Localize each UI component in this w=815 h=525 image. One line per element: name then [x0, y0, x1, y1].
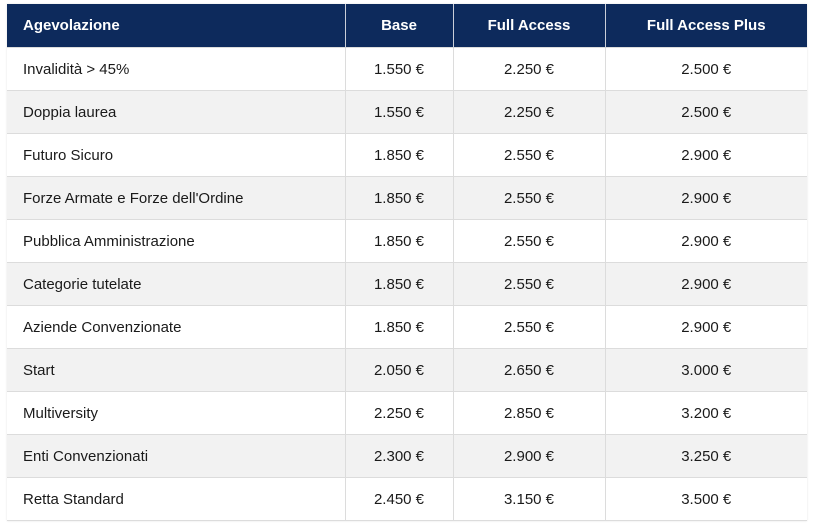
cell-full-access-plus: 3.200 € — [605, 391, 807, 435]
price-table: Agevolazione Base Full Access Full Acces… — [7, 4, 807, 521]
cell-agevolazione: Retta Standard — [7, 477, 346, 521]
cell-full-access-plus: 3.250 € — [605, 434, 807, 478]
cell-base: 1.850 € — [345, 305, 454, 349]
cell-full-access: 2.850 € — [453, 391, 606, 435]
cell-full-access: 2.650 € — [453, 348, 606, 392]
cell-base: 2.050 € — [345, 348, 454, 392]
cell-full-access-plus: 2.900 € — [605, 133, 807, 177]
cell-agevolazione: Pubblica Amministrazione — [7, 219, 346, 263]
cell-agevolazione: Futuro Sicuro — [7, 133, 346, 177]
cell-full-access-plus: 3.500 € — [605, 477, 807, 521]
header-full-access: Full Access — [453, 4, 606, 48]
cell-agevolazione: Doppia laurea — [7, 90, 346, 134]
cell-agevolazione: Categorie tutelate — [7, 262, 346, 306]
cell-full-access-plus: 2.500 € — [605, 90, 807, 134]
table-row: Pubblica Amministrazione 1.850 € 2.550 €… — [7, 219, 807, 263]
cell-full-access: 2.250 € — [453, 47, 606, 91]
cell-base: 1.850 € — [345, 262, 454, 306]
header-base: Base — [345, 4, 454, 48]
header-agevolazione: Agevolazione — [7, 4, 346, 48]
table-body: Invalidità > 45% 1.550 € 2.250 € 2.500 €… — [7, 47, 807, 521]
cell-full-access: 2.250 € — [453, 90, 606, 134]
cell-agevolazione: Aziende Convenzionate — [7, 305, 346, 349]
cell-agevolazione: Invalidità > 45% — [7, 47, 346, 91]
table-row: Futuro Sicuro 1.850 € 2.550 € 2.900 € — [7, 133, 807, 177]
cell-full-access: 2.550 € — [453, 262, 606, 306]
table-row: Categorie tutelate 1.850 € 2.550 € 2.900… — [7, 262, 807, 306]
cell-base: 1.850 € — [345, 219, 454, 263]
cell-full-access-plus: 3.000 € — [605, 348, 807, 392]
table-row: Aziende Convenzionate 1.850 € 2.550 € 2.… — [7, 305, 807, 349]
cell-base: 1.850 € — [345, 176, 454, 220]
cell-full-access: 2.550 € — [453, 219, 606, 263]
table-header: Agevolazione Base Full Access Full Acces… — [7, 4, 807, 48]
cell-full-access: 3.150 € — [453, 477, 606, 521]
table-row: Enti Convenzionati 2.300 € 2.900 € 3.250… — [7, 434, 807, 478]
cell-full-access-plus: 2.900 € — [605, 219, 807, 263]
cell-full-access: 2.550 € — [453, 305, 606, 349]
cell-full-access-plus: 2.900 € — [605, 305, 807, 349]
table-row: Retta Standard 2.450 € 3.150 € 3.500 € — [7, 477, 807, 521]
cell-base: 1.550 € — [345, 47, 454, 91]
cell-base: 2.250 € — [345, 391, 454, 435]
header-row: Agevolazione Base Full Access Full Acces… — [7, 4, 807, 48]
cell-agevolazione: Start — [7, 348, 346, 392]
cell-full-access: 2.550 € — [453, 176, 606, 220]
cell-base: 2.450 € — [345, 477, 454, 521]
cell-full-access-plus: 2.900 € — [605, 176, 807, 220]
cell-agevolazione: Enti Convenzionati — [7, 434, 346, 478]
table-row: Forze Armate e Forze dell'Ordine 1.850 €… — [7, 176, 807, 220]
cell-base: 1.550 € — [345, 90, 454, 134]
cell-full-access: 2.550 € — [453, 133, 606, 177]
header-full-access-plus: Full Access Plus — [605, 4, 807, 48]
table-row: Start 2.050 € 2.650 € 3.000 € — [7, 348, 807, 392]
cell-base: 2.300 € — [345, 434, 454, 478]
cell-full-access-plus: 2.500 € — [605, 47, 807, 91]
table-row: Multiversity 2.250 € 2.850 € 3.200 € — [7, 391, 807, 435]
table-row: Doppia laurea 1.550 € 2.250 € 2.500 € — [7, 90, 807, 134]
cell-base: 1.850 € — [345, 133, 454, 177]
cell-full-access-plus: 2.900 € — [605, 262, 807, 306]
cell-agevolazione: Forze Armate e Forze dell'Ordine — [7, 176, 346, 220]
table-row: Invalidità > 45% 1.550 € 2.250 € 2.500 € — [7, 47, 807, 91]
cell-agevolazione: Multiversity — [7, 391, 346, 435]
cell-full-access: 2.900 € — [453, 434, 606, 478]
